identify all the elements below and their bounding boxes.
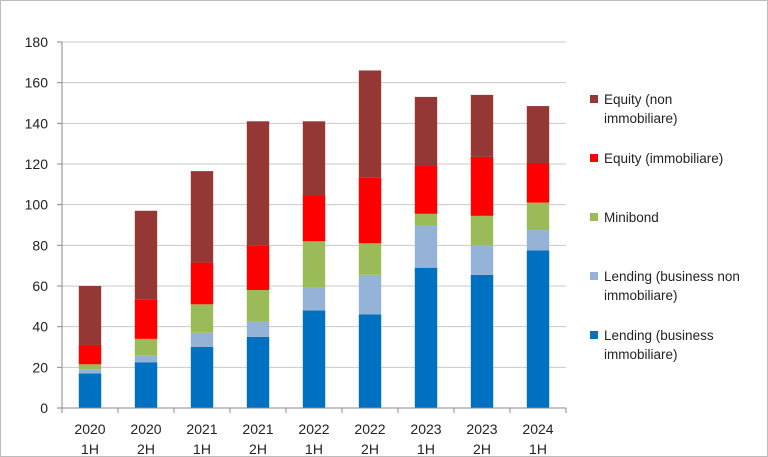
x-tick-label: 2H xyxy=(249,441,267,457)
legend-swatch xyxy=(590,331,598,339)
bar-segment xyxy=(190,347,214,408)
x-tick-label: 2H xyxy=(361,441,379,457)
bar-segment xyxy=(358,70,382,178)
bar-segment xyxy=(526,230,550,251)
bar-segment xyxy=(246,245,270,291)
legend: Equity (non immobiliare) Equity (immobilia… xyxy=(590,92,740,362)
x-tick-label: 1H xyxy=(529,441,547,457)
bar-segment xyxy=(78,364,102,370)
y-tick-label: 80 xyxy=(32,237,48,253)
bar-segment xyxy=(78,344,102,365)
x-tick-label: 1H xyxy=(417,441,435,457)
bar-segment xyxy=(78,373,102,408)
bar-segment xyxy=(358,177,382,244)
bar-segment xyxy=(246,336,270,408)
bar-segment xyxy=(302,121,326,196)
axes xyxy=(57,41,567,413)
y-tick-label: 40 xyxy=(32,319,48,335)
bar-segment xyxy=(302,195,326,242)
bar-segment xyxy=(302,310,326,408)
bar-segment xyxy=(414,166,438,214)
legend-label: immobiliare) xyxy=(604,347,678,362)
bar-segment xyxy=(414,213,438,225)
x-tick-label: 2022 xyxy=(298,421,329,437)
y-tick-label: 140 xyxy=(25,115,49,131)
bar-segment xyxy=(414,96,438,167)
bar-segment xyxy=(134,355,158,363)
x-tick-label: 2024 xyxy=(522,421,553,437)
bar-segment xyxy=(470,156,494,216)
bar-segment xyxy=(134,299,158,339)
bar-segment xyxy=(302,287,326,311)
x-tick-label: 2022 xyxy=(354,421,385,437)
bar-segment xyxy=(526,162,550,203)
bar-segment xyxy=(190,262,214,305)
bar-segment xyxy=(134,362,158,408)
bar-segment xyxy=(358,243,382,275)
bar-segment xyxy=(134,210,158,300)
x-tick-label: 2020 xyxy=(130,421,161,437)
bar-segment xyxy=(78,286,102,345)
bar-segment xyxy=(470,94,494,157)
x-axis-ticks: 2020 1H 2020 2H 2021 1H 2021 2H 2022 1H 2022 2H 2023… xyxy=(74,421,553,457)
y-axis-ticks: 0 20 40 60 80 100 120 140 160 180 xyxy=(25,34,49,416)
x-tick-label: 2023 xyxy=(466,421,497,437)
bar-segment xyxy=(246,290,270,322)
bar-segment xyxy=(526,106,550,163)
bar-segment xyxy=(246,321,270,337)
bar-segment xyxy=(246,121,270,246)
legend-swatch xyxy=(590,154,598,162)
legend-label: immobiliare) xyxy=(604,111,678,126)
x-tick-label: 1H xyxy=(305,441,323,457)
bar-segment xyxy=(358,314,382,408)
bar-segment xyxy=(526,202,550,231)
x-tick-label: 2021 xyxy=(186,421,217,437)
x-tick-label: 1H xyxy=(81,441,99,457)
x-tick-label: 1H xyxy=(193,441,211,457)
legend-label: Equity (non xyxy=(604,92,672,107)
y-tick-label: 120 xyxy=(25,156,49,172)
y-tick-label: 100 xyxy=(25,197,49,213)
x-tick-label: 2H xyxy=(473,441,491,457)
legend-label: Minibond xyxy=(604,210,659,225)
legend-label: immobiliare) xyxy=(604,288,678,303)
x-tick-label: 2020 xyxy=(74,421,105,437)
bar-segment xyxy=(190,304,214,333)
bar-segment xyxy=(190,332,214,347)
y-tick-label: 60 xyxy=(32,278,48,294)
bar-segment xyxy=(526,250,550,408)
bar-segment xyxy=(470,274,494,408)
bar-segment xyxy=(470,245,494,275)
legend-swatch xyxy=(590,213,598,221)
bar-segment xyxy=(78,369,102,374)
legend-label: Lending (business xyxy=(604,328,714,343)
bar-segment xyxy=(470,215,494,246)
bar-segment xyxy=(134,338,158,356)
x-tick-label: 2H xyxy=(137,441,155,457)
y-tick-label: 20 xyxy=(32,359,48,375)
y-tick-label: 0 xyxy=(40,400,48,416)
bar-segment xyxy=(414,225,438,268)
x-tick-label: 2021 xyxy=(242,421,273,437)
legend-label: Lending (business non xyxy=(604,269,740,284)
y-tick-label: 160 xyxy=(25,75,49,91)
legend-label: Equity (immobiliare) xyxy=(604,151,723,166)
legend-swatch xyxy=(590,272,598,280)
x-tick-label: 2023 xyxy=(410,421,441,437)
bar-segment xyxy=(414,267,438,408)
legend-swatch xyxy=(590,95,598,103)
bars xyxy=(78,70,550,408)
bar-segment xyxy=(190,171,214,263)
bar-segment xyxy=(302,241,326,288)
y-tick-label: 180 xyxy=(25,34,49,50)
bar-segment xyxy=(358,274,382,315)
